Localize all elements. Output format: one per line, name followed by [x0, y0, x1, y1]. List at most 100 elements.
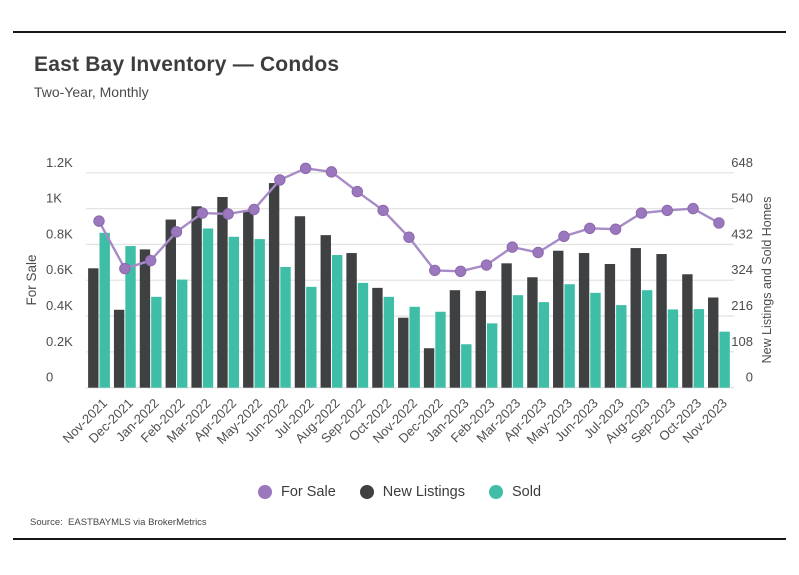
left-axis-tick: 0.6K — [46, 262, 73, 277]
bar-sold — [176, 279, 188, 388]
for-sale-point — [351, 185, 363, 198]
left-axis-tick: 1.2K — [46, 155, 73, 170]
bar-sold — [331, 255, 343, 388]
bar-new-listings — [113, 309, 125, 388]
right-axis-title: New Listings and Sold Homes — [760, 197, 774, 364]
bar-new-listings — [527, 277, 538, 388]
bar-new-listings — [475, 290, 486, 388]
right-axis-tick: 108 — [731, 334, 753, 349]
left-axis-tick: 0 — [46, 370, 53, 385]
bar-sold — [538, 302, 550, 388]
bar-sold — [486, 323, 498, 388]
for-sale-point — [480, 259, 493, 271]
bar-new-listings — [88, 268, 99, 388]
chart-legend: For Sale New Listings Sold — [0, 484, 799, 500]
bar-new-listings — [398, 317, 409, 388]
bar-new-listings — [243, 210, 254, 388]
bar-new-listings — [682, 274, 693, 388]
bar-sold — [306, 286, 317, 388]
for-sale-point — [454, 265, 467, 277]
bar-new-listings — [294, 216, 306, 388]
for-sale-point — [506, 241, 518, 253]
bar-sold — [254, 239, 265, 388]
bar-new-listings — [139, 249, 151, 388]
bar-sold — [693, 309, 704, 388]
for-sale-point — [609, 223, 622, 235]
bar-sold — [280, 266, 291, 388]
bar-sold — [409, 306, 420, 388]
for-sale-point — [299, 162, 312, 175]
for-sale-point — [403, 231, 415, 243]
right-axis-tick: 216 — [731, 298, 753, 313]
bar-sold — [564, 284, 575, 388]
for-sale-point — [635, 207, 648, 219]
bar-new-listings — [604, 263, 616, 388]
left-axis-tick: 0.2K — [46, 334, 73, 349]
bar-new-listings — [553, 250, 564, 388]
legend-item-for-sale: For Sale — [257, 484, 336, 500]
legend-item-new-listings: New Listings — [359, 484, 465, 500]
legend-item-sold: Sold — [488, 484, 541, 500]
bar-sold — [125, 246, 136, 388]
bar-new-listings — [656, 254, 667, 388]
bar-new-listings — [423, 348, 435, 388]
for-sale-point — [222, 208, 234, 220]
legend-swatch-icon — [257, 485, 272, 499]
right-axis-tick: 432 — [731, 226, 753, 241]
legend-swatch-icon — [488, 485, 503, 499]
for-sale-point — [687, 202, 699, 215]
for-sale-point — [558, 230, 570, 243]
right-axis-tick: 648 — [731, 155, 753, 170]
bar-new-listings — [449, 290, 461, 388]
bar-sold — [357, 282, 369, 388]
right-axis-tick: 324 — [731, 262, 753, 277]
for-sale-point — [248, 203, 260, 216]
bar-sold — [590, 292, 601, 388]
source-note: Source: EASTBAYMLS via BrokerMetrics — [30, 517, 207, 528]
bar-sold — [202, 228, 214, 388]
bar-new-listings — [320, 235, 331, 388]
left-axis-tick: 0.8K — [46, 226, 73, 241]
for-sale-point — [377, 204, 389, 217]
bar-new-listings — [630, 248, 641, 388]
for-sale-point — [661, 204, 673, 217]
chart-title: East Bay Inventory — Condos — [34, 53, 340, 76]
left-axis-title: For Sale — [24, 254, 39, 305]
right-axis-tick: 540 — [731, 191, 753, 206]
bar-new-listings — [501, 263, 512, 388]
left-axis-tick: 1K — [46, 191, 62, 206]
bar-sold — [435, 311, 446, 388]
bar-sold — [641, 290, 653, 388]
right-axis-tick: 0 — [746, 370, 753, 385]
for-sale-point — [325, 166, 338, 178]
bar-sold — [151, 296, 162, 388]
bar-new-listings — [578, 253, 590, 388]
bar-new-listings — [708, 297, 719, 388]
bar-new-listings — [191, 206, 202, 388]
for-sale-point — [532, 246, 544, 259]
for-sale-point — [196, 207, 209, 219]
for-sale-point — [170, 226, 183, 238]
for-sale-point — [274, 174, 286, 186]
for-sale-point — [713, 217, 725, 229]
bar-new-listings — [217, 196, 228, 388]
top-rule — [13, 31, 786, 33]
bar-new-listings — [165, 219, 176, 388]
left-axis-tick: 0.4K — [46, 298, 73, 313]
bar-sold — [512, 295, 524, 388]
bar-sold — [616, 305, 627, 388]
bar-new-listings — [346, 253, 357, 388]
bar-sold — [228, 236, 240, 388]
legend-label: New Listings — [382, 484, 465, 500]
for-sale-point — [584, 222, 596, 235]
bar-sold — [99, 232, 110, 388]
for-sale-point — [93, 215, 105, 227]
bar-sold — [383, 296, 395, 388]
bar-sold — [719, 331, 730, 388]
bar-new-listings — [372, 287, 383, 388]
for-sale-point — [144, 254, 157, 267]
chart-subtitle: Two-Year, Monthly — [34, 84, 149, 100]
bar-sold — [667, 309, 679, 388]
